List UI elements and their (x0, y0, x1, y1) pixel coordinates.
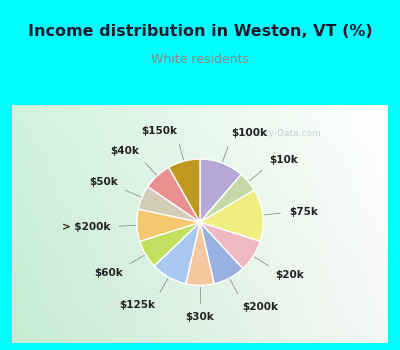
Wedge shape (200, 159, 241, 222)
Wedge shape (169, 159, 200, 222)
Wedge shape (200, 222, 243, 284)
Wedge shape (137, 209, 200, 241)
Wedge shape (200, 190, 263, 241)
Text: $20k: $20k (276, 271, 304, 280)
Text: $40k: $40k (110, 146, 139, 156)
Wedge shape (200, 222, 260, 269)
Wedge shape (138, 187, 200, 222)
Text: $200k: $200k (242, 302, 278, 312)
Text: $100k: $100k (231, 128, 267, 138)
Text: $150k: $150k (141, 126, 177, 135)
Text: $30k: $30k (186, 312, 214, 322)
Wedge shape (200, 174, 254, 222)
Text: > $200k: > $200k (62, 222, 110, 232)
Wedge shape (148, 167, 200, 222)
Wedge shape (186, 222, 214, 286)
Text: $10k: $10k (269, 155, 298, 165)
Text: $75k: $75k (289, 207, 318, 217)
Wedge shape (154, 222, 200, 284)
Text: $50k: $50k (89, 177, 118, 187)
Text: $125k: $125k (120, 300, 156, 310)
Text: Income distribution in Weston, VT (%): Income distribution in Weston, VT (%) (28, 24, 372, 39)
Wedge shape (140, 222, 200, 266)
Text: ⓘ  City-Data.com: ⓘ City-Data.com (245, 129, 320, 138)
Text: $60k: $60k (94, 268, 123, 278)
Text: White residents: White residents (151, 53, 249, 66)
